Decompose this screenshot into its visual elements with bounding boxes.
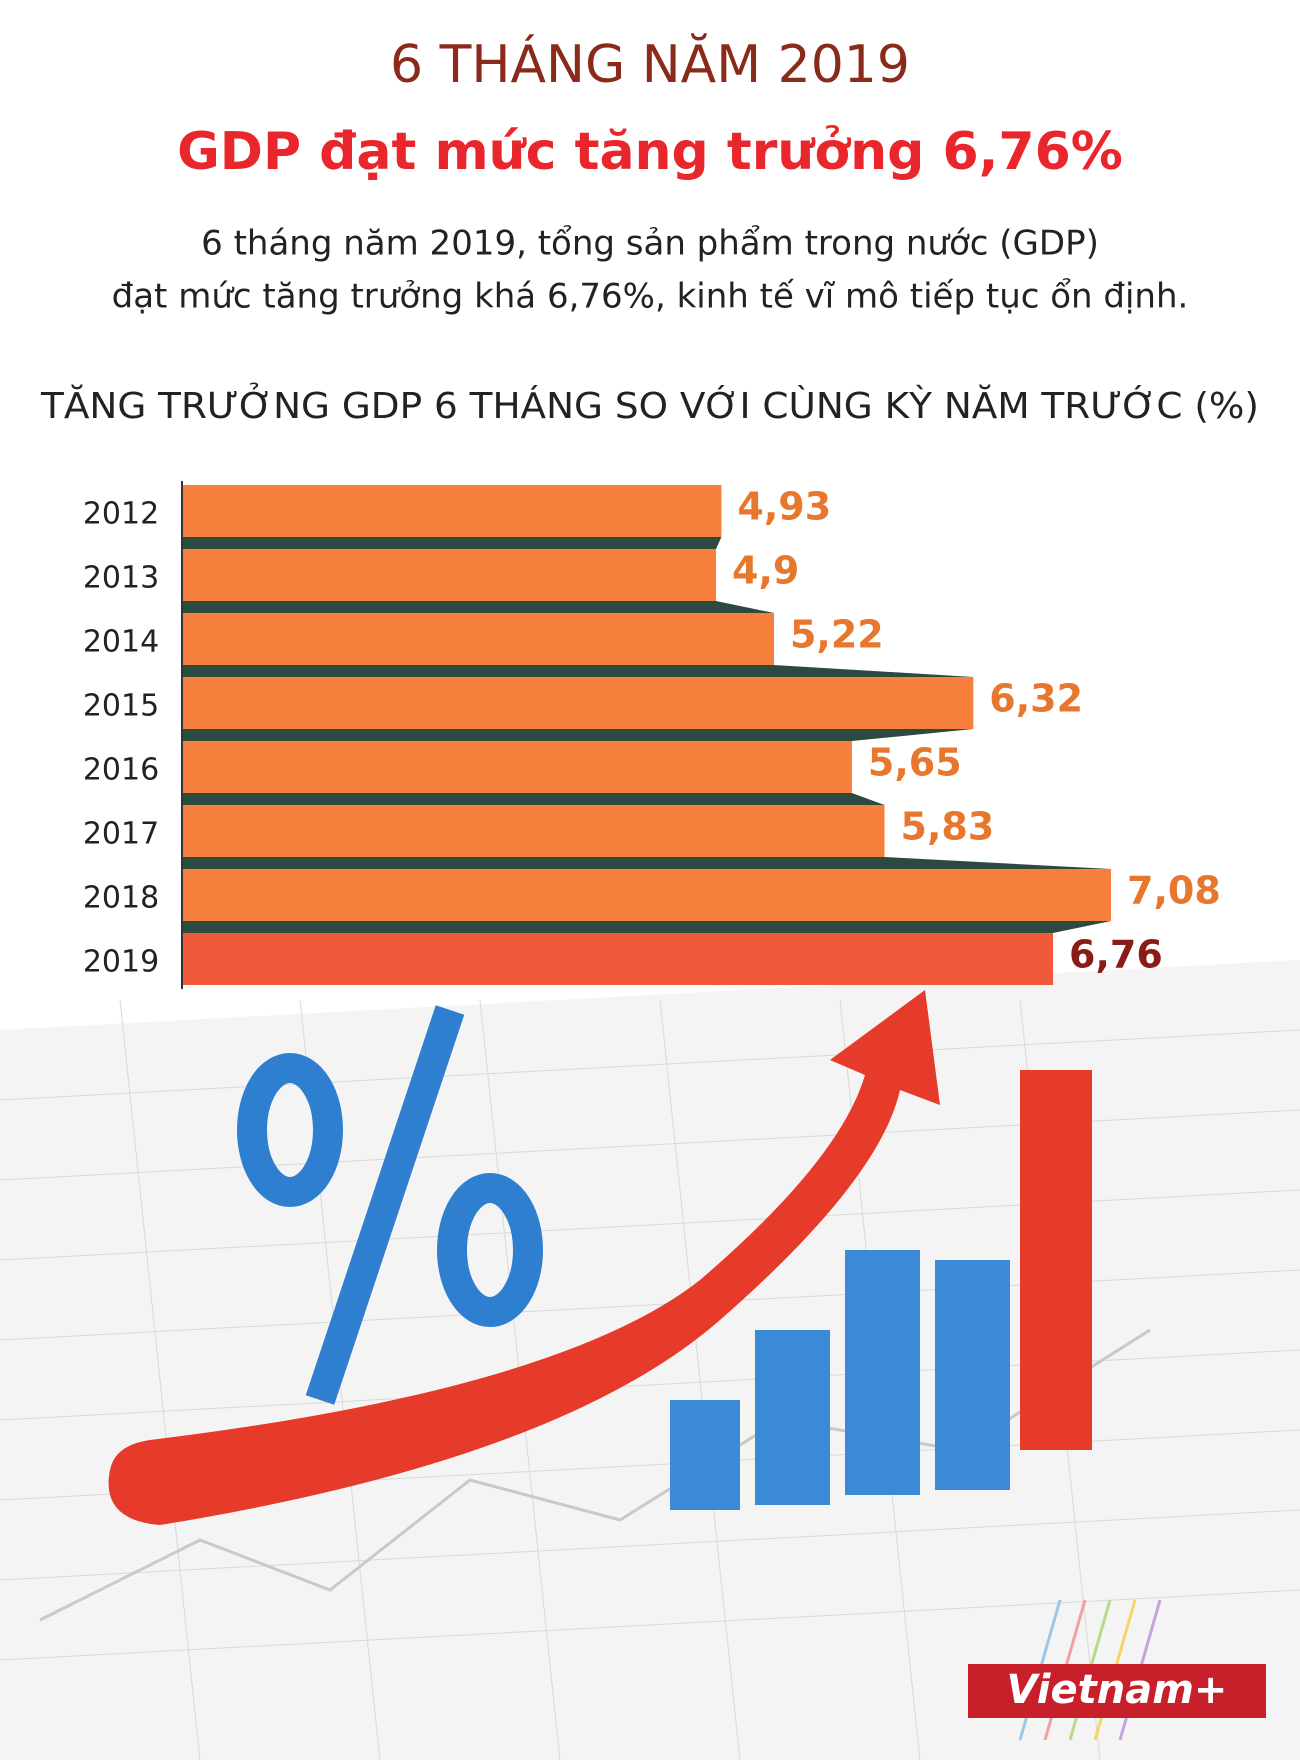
bar-shadow (182, 921, 1111, 933)
value-label: 4,93 (737, 485, 831, 529)
category-label: 2014 (83, 625, 159, 660)
category-label: 2018 (83, 881, 159, 916)
bar-shadow (182, 857, 1111, 869)
bar (182, 805, 885, 857)
description-line: 6 tháng năm 2019, tổng sản phẩm trong nư… (201, 224, 1099, 264)
bar-chart: 2012 4,93 2013 4,9 2014 5,22 2015 6,32 2016 5,65 2… (83, 481, 1221, 989)
bar (182, 677, 974, 729)
value-label: 5,22 (790, 613, 884, 657)
bar (182, 869, 1111, 921)
category-label: 2012 (83, 497, 159, 532)
bar-shadow (182, 729, 974, 741)
bar (182, 933, 1054, 985)
category-label: 2017 (83, 817, 159, 852)
value-label: 6,76 (1069, 933, 1163, 977)
bar-shadow (182, 537, 722, 549)
value-label: 6,32 (989, 677, 1083, 721)
value-label: 4,9 (732, 549, 799, 593)
bar (182, 549, 716, 601)
bar-shadow (182, 601, 774, 613)
value-label: 7,08 (1127, 869, 1221, 913)
bar (182, 485, 722, 537)
value-label: 5,65 (868, 741, 962, 785)
bar (182, 741, 852, 793)
headline: GDP đạt mức tăng trưởng 6,76% (177, 122, 1123, 182)
category-label: 2015 (83, 689, 159, 724)
kicker: 6 THÁNG NĂM 2019 (390, 33, 910, 95)
brand-logo: Vietnam+ (968, 1664, 1266, 1718)
category-label: 2019 (83, 945, 159, 980)
bar-shadow (182, 793, 885, 805)
brand-name: Vietnam+ (1007, 1667, 1228, 1713)
description-line: đạt mức tăng trưởng khá 6,76%, kinh tế v… (112, 277, 1189, 317)
background-illustration (0, 960, 1300, 1760)
category-label: 2016 (83, 753, 159, 788)
bar-shadow (182, 665, 974, 677)
bar (182, 613, 774, 665)
value-label: 5,83 (901, 805, 995, 849)
category-label: 2013 (83, 561, 159, 596)
chart-title: TĂNG TRƯỞNG GDP 6 THÁNG SO VỚI CÙNG KỲ N… (40, 382, 1259, 427)
